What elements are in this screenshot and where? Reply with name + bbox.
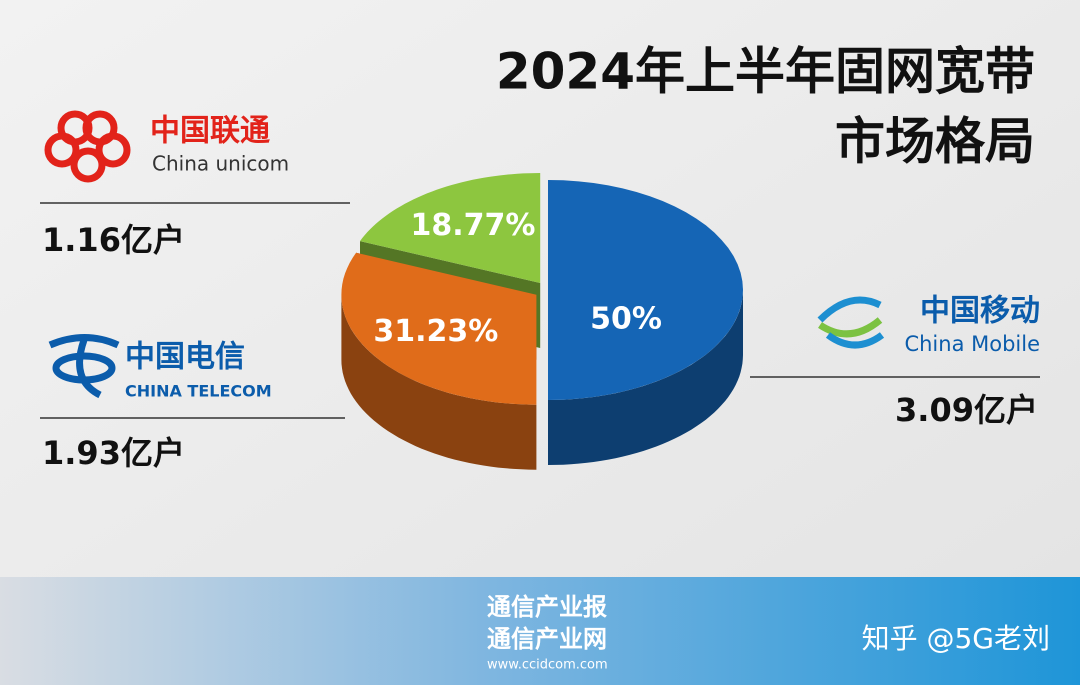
value-label: 31.23%: [373, 314, 498, 349]
company-subtitle: China unicom: [152, 152, 289, 176]
company-subtitle: China Mobile: [904, 332, 1040, 356]
subscriber-count: 3.09亿户: [895, 391, 1038, 429]
telecom-logo: [48, 334, 120, 399]
company-subtitle: CHINA TELECOM: [125, 382, 272, 401]
company-name: 中国移动: [920, 294, 1040, 329]
value-label: 50%: [590, 302, 662, 337]
pie-slice: [341, 252, 537, 405]
company-name: 中国联通: [150, 114, 270, 149]
pie-slice: [548, 180, 743, 400]
slice-wall: [341, 294, 537, 470]
mobile-logo: [817, 296, 885, 349]
slice-wall: [548, 290, 743, 465]
value-label: 18.77%: [411, 208, 536, 243]
pie: 50% 31.23% 18.77%: [341, 173, 743, 470]
subscriber-count: 1.16亿户: [42, 221, 185, 259]
footer-band: [0, 577, 1080, 685]
title: 2024年上半年固网宽带: [496, 43, 1035, 101]
unicom-logo: [44, 110, 131, 183]
footer-brand: 通信产业网: [487, 625, 607, 653]
company-name: 中国电信: [125, 340, 245, 375]
footer-url: www.ccidcom.com: [487, 658, 608, 673]
footer-brand: 通信产业报: [487, 593, 607, 621]
subscriber-count: 1.93亿户: [42, 434, 185, 472]
subtitle: 市场格局: [835, 113, 1035, 171]
watermark: 知乎 @5G老刘: [862, 622, 1050, 655]
pie-slice: [360, 173, 541, 283]
